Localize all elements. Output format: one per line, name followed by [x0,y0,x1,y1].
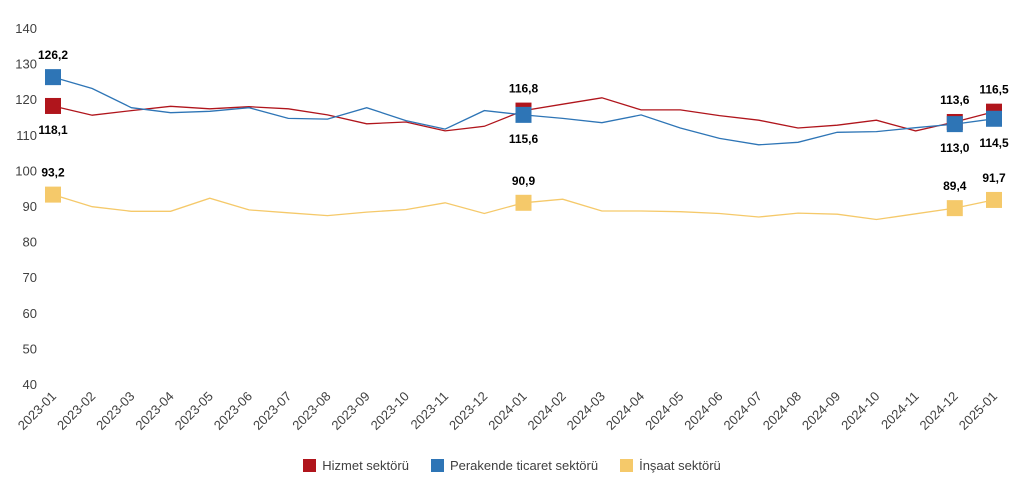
x-tick-label: 2024-10 [838,389,882,433]
data-marker [986,191,1002,208]
data-label: 113,6 [940,93,970,107]
data-labels: 118,1 116,8 113,6 116,5 126,2 115,6 113,0 114,5… [38,48,1009,193]
x-tick-label: 2024-05 [642,389,686,433]
x-tick-label: 2024-09 [799,389,843,433]
data-label: 113,0 [940,141,970,155]
x-tick-label: 2023-11 [408,389,452,433]
legend-item: Perakende ticaret sektörü [430,458,599,473]
x-tick-label: 2023-02 [54,389,98,433]
x-tick-label: 2023-10 [368,389,412,433]
x-tick-label: 2024-06 [681,389,725,433]
y-tick-label: 100 [15,163,37,178]
data-marker [986,110,1002,127]
y-tick-label: 70 [23,270,37,285]
series-layer [45,69,1002,221]
x-tick-label: 2023-03 [93,389,137,433]
x-tick-label: 2024-03 [564,389,608,433]
legend-label: Hizmet sektörü [322,458,409,473]
x-tick-label: 2024-08 [760,389,804,433]
data-marker [946,200,963,217]
data-label: 91,7 [982,171,1006,185]
x-tick-label: 2023-09 [328,389,372,433]
x-tick-label: 2024-07 [721,389,765,433]
x-tick-label: 2024-01 [485,389,529,433]
y-tick-label: 140 [15,21,37,36]
data-label: 115,6 [509,132,539,146]
data-label: 126,2 [38,48,68,62]
legend-item: Hizmet sektörü [303,458,409,473]
y-tick-label: 90 [23,199,37,214]
x-tick-label: 2023-05 [172,389,216,433]
data-label: 89,4 [943,179,967,193]
x-tick-label: 2023-01 [15,389,59,433]
data-marker [946,116,963,133]
data-label: 118,1 [38,123,68,137]
x-tick-label: 2024-04 [603,389,647,433]
data-marker [45,69,61,86]
x-tick-label: 2024-02 [524,389,568,433]
y-tick-label: 130 [15,57,37,72]
data-label: 116,8 [509,82,539,96]
x-tick-label: 2023-12 [446,389,490,433]
legend-swatch [303,459,317,472]
x-tick-label: 2024-11 [878,389,922,433]
y-tick-label: 40 [23,377,37,392]
y-tick-label: 120 [15,92,37,107]
legend-swatch [620,459,634,472]
data-label: 93,2 [41,166,65,180]
y-tick-label: 110 [16,128,37,143]
x-tick-label: 2024-12 [917,389,961,433]
y-tick-label: 50 [23,341,37,356]
legend: Hizmet sektörü Perakende ticaret sektörü İ… [0,458,1024,473]
x-tick-label: 2023-06 [211,389,255,433]
x-tick-label: 2023-04 [132,389,176,433]
data-label: 116,5 [979,83,1009,97]
legend-label: İnşaat sektörü [639,458,721,473]
data-marker [45,186,61,203]
data-marker [515,106,532,123]
x-axis: 2023-012023-022023-032023-042023-052023-… [15,389,1000,433]
legend-item: İnşaat sektörü [620,458,721,473]
x-tick-label: 2023-07 [250,389,294,433]
y-tick-label: 60 [23,306,37,321]
data-label: 90,9 [512,174,536,188]
x-tick-label: 2025-01 [956,389,1000,433]
y-tick-label: 80 [23,235,37,250]
data-label: 114,5 [979,136,1009,150]
legend-swatch [430,459,444,472]
x-tick-label: 2023-08 [289,389,333,433]
y-axis: 40 50 60 70 80 90 100 110 120 130 140 [15,21,37,392]
data-marker [515,194,532,211]
legend-label: Perakende ticaret sektörü [449,458,599,473]
data-marker [45,97,61,114]
